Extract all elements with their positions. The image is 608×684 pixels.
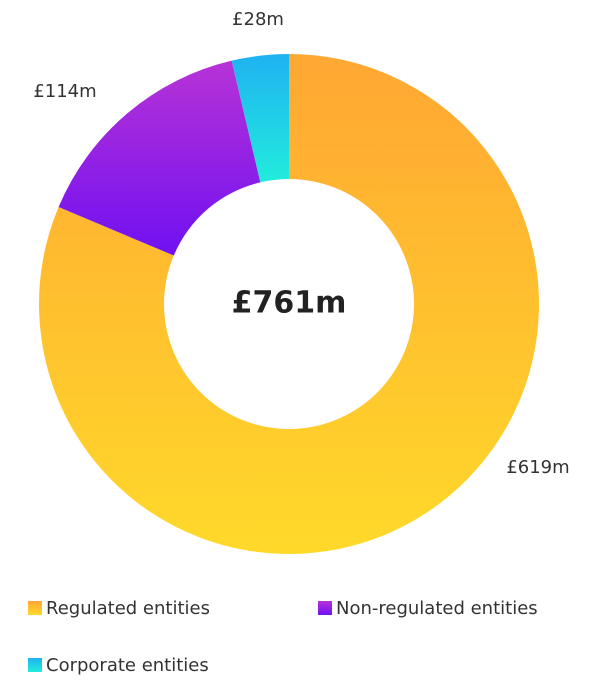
legend-label: Non-regulated entities <box>336 598 538 619</box>
center-label: £761m <box>232 286 347 321</box>
legend-swatch <box>28 658 42 672</box>
legend-label: Regulated entities <box>46 598 210 619</box>
legend-swatch <box>318 601 332 615</box>
data-label: £28m <box>232 9 284 30</box>
donut-slice <box>231 54 289 183</box>
data-label: £114m <box>33 81 96 102</box>
donut-slice <box>58 60 261 256</box>
data-label: £619m <box>506 457 569 478</box>
legend-swatch <box>28 601 42 615</box>
donut-slice <box>38 54 539 554</box>
legend-label: Corporate entities <box>46 655 209 676</box>
